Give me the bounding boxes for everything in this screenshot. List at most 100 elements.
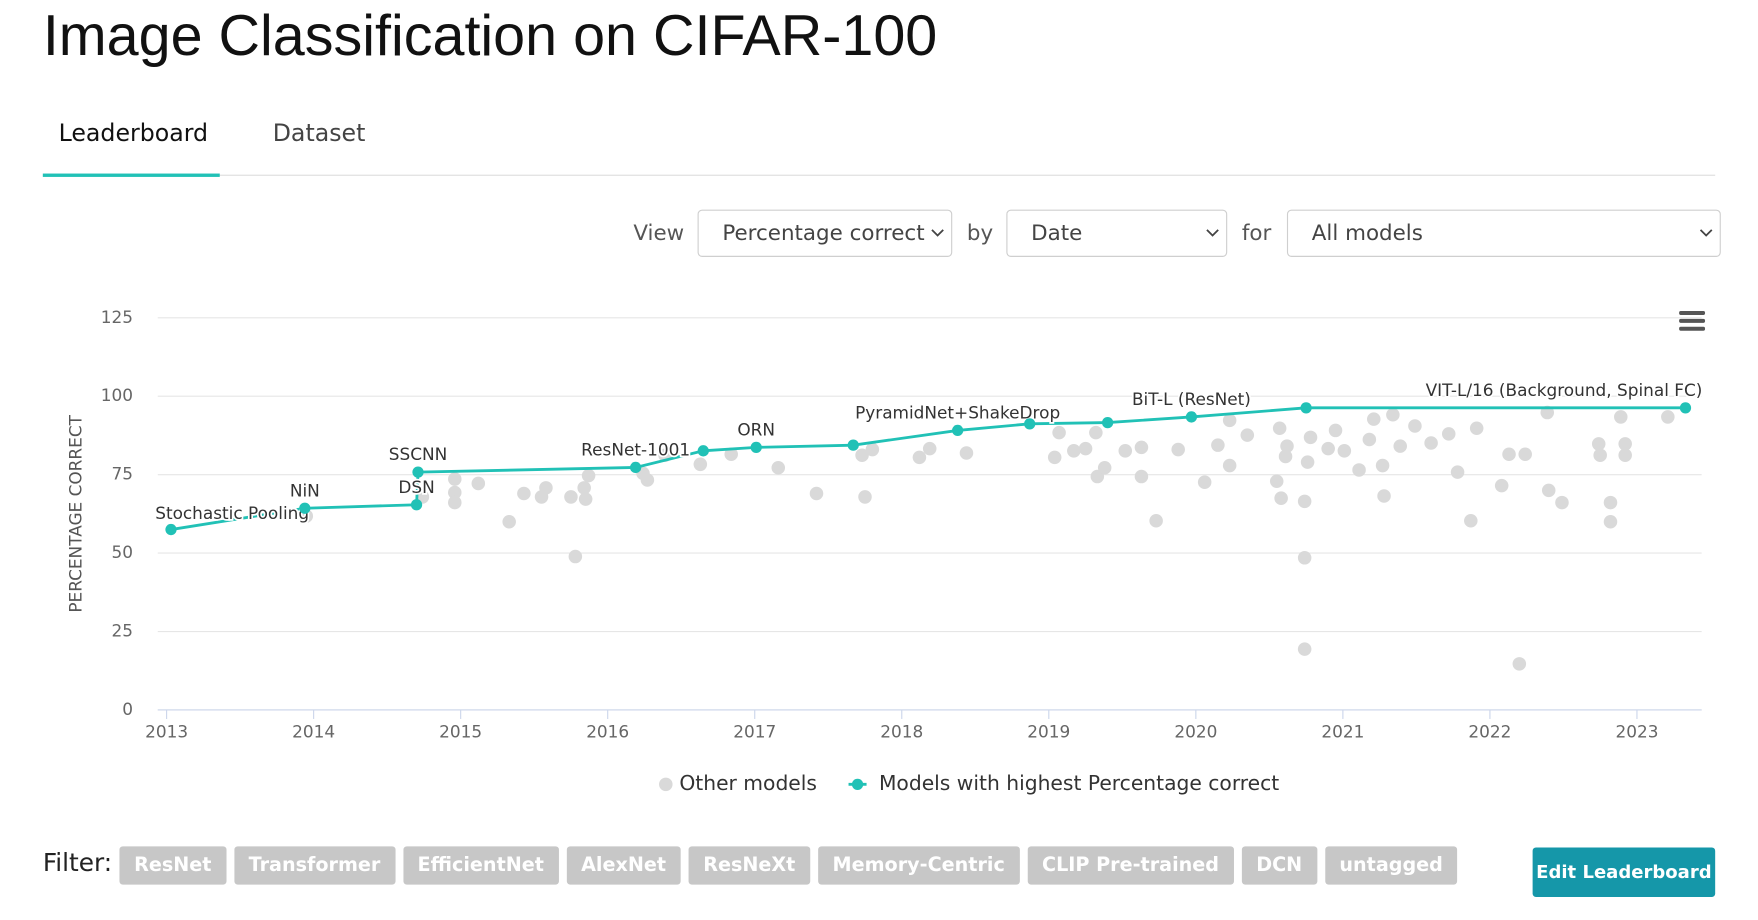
legend-marker: [851, 778, 864, 790]
tab-divider: [42, 174, 1716, 176]
y-tick-label: 50: [111, 542, 133, 562]
data-point: [1502, 447, 1516, 462]
data-point: [1408, 419, 1422, 433]
data-point: [502, 514, 516, 529]
chevron: [1206, 229, 1219, 237]
tab[interactable]: Dataset: [272, 119, 366, 147]
data-point: [1197, 475, 1212, 489]
filter-tag[interactable]: ResNeXt: [688, 846, 810, 885]
data-point: [1297, 551, 1312, 565]
data-point: [299, 502, 311, 514]
data-point: [165, 523, 177, 536]
data-point: [697, 445, 709, 457]
filter-tags: ResNet Transformer EfficientNet AlexNet ResN…: [119, 846, 1458, 885]
data-point: [1386, 407, 1400, 422]
filter-tag[interactable]: ResNet: [119, 846, 227, 885]
data-point: [1101, 416, 1114, 429]
legend-label: Models with highest Percentage correct: [879, 771, 1279, 795]
filter-tag[interactable]: AlexNet: [566, 846, 681, 885]
chevron: [931, 229, 944, 237]
y-tick-label: 25: [111, 621, 133, 641]
data-point: [1593, 448, 1607, 462]
data-point: [568, 549, 583, 564]
data-point: [1321, 441, 1335, 456]
page-title: Image Classification on CIFAR-100: [42, 3, 938, 68]
data-point: [1614, 410, 1628, 424]
data-point: [1328, 423, 1343, 438]
data-point: [1424, 436, 1438, 450]
edit-leaderboard-button[interactable]: Edit Leaderboard: [1532, 847, 1716, 898]
data-point: [581, 468, 596, 483]
data-point: [1300, 455, 1315, 469]
tab[interactable]: Leaderboard: [58, 119, 209, 147]
data-point: [952, 424, 964, 437]
data-point: [1052, 425, 1066, 440]
menu-bar: [1679, 318, 1706, 323]
data-point: [412, 466, 424, 478]
by-label: by: [966, 220, 994, 246]
data-label: ORN: [737, 419, 775, 439]
data-label: VIT-L/16 (Background, Spinal FC): [1426, 380, 1703, 400]
data-point: [750, 441, 762, 453]
data-point: [1618, 448, 1632, 462]
data-point: [771, 460, 786, 475]
data-point: [847, 439, 859, 451]
x-tick-label: 2019: [1027, 721, 1070, 741]
filter-tag[interactable]: Memory-Centric: [817, 846, 1020, 885]
filter-tag[interactable]: CLIP Pre-trained: [1027, 846, 1234, 885]
data-point: [1352, 463, 1366, 477]
data-label: NiN: [290, 480, 320, 500]
data-point: [1134, 469, 1149, 484]
x-tick-label: 2016: [586, 721, 629, 741]
data-point: [1240, 428, 1255, 442]
data-point: [1441, 427, 1456, 441]
y-tick-label: 75: [111, 464, 133, 484]
data-point: [1494, 478, 1509, 493]
data-point: [448, 485, 462, 500]
chart-menu[interactable]: [1679, 311, 1706, 331]
x-tick-label: 2020: [1174, 721, 1217, 741]
data-point: [865, 442, 880, 457]
data-point: [577, 481, 591, 495]
for-select[interactable]: All models: [1286, 209, 1721, 257]
x-tick-label: 2015: [439, 721, 482, 741]
filter-tag[interactable]: DCN: [1241, 846, 1317, 885]
data-point: [1603, 514, 1618, 529]
data-label: Stochastic Pooling: [155, 503, 309, 523]
data-point: [1078, 441, 1093, 456]
by-select[interactable]: Date: [1006, 209, 1228, 257]
filter-tag[interactable]: untagged: [1324, 846, 1458, 885]
view-select[interactable]: Percentage correct: [697, 209, 953, 257]
filter-tag[interactable]: Transformer: [233, 846, 396, 885]
select-value: Percentage correct: [722, 220, 925, 246]
data-point: [1211, 438, 1225, 452]
data-point: [1450, 465, 1465, 479]
y-axis-title: PERCENTAGE CORRECT: [66, 414, 86, 612]
x-tick-label: 2022: [1468, 721, 1511, 741]
data-label: PyramidNet+ShakeDrop: [855, 403, 1060, 423]
x-tick-label: 2018: [880, 721, 923, 741]
data-point: [448, 472, 462, 486]
data-point: [809, 486, 824, 501]
data-point: [1393, 439, 1407, 453]
filter-label: Filter:: [42, 849, 113, 878]
data-point: [1171, 442, 1185, 457]
data-point: [1222, 458, 1237, 473]
select-value: All models: [1311, 220, 1423, 246]
data-point: [539, 481, 553, 495]
data-point: [724, 447, 738, 462]
legend: Other models Models with highest Percenta…: [659, 771, 1279, 795]
data-point: [630, 461, 642, 474]
filter-tag[interactable]: EfficientNet: [402, 846, 559, 885]
data-point: [1618, 437, 1632, 451]
data-point: [1679, 402, 1692, 414]
data-point: [1377, 489, 1391, 503]
data-point: [912, 450, 927, 465]
data-point: [578, 492, 593, 506]
data-point: [1047, 450, 1062, 465]
legend-label: Other models: [679, 771, 817, 795]
data-point: [1518, 447, 1532, 462]
y-tick-label: 100: [101, 385, 133, 405]
data-point: [1134, 440, 1149, 455]
